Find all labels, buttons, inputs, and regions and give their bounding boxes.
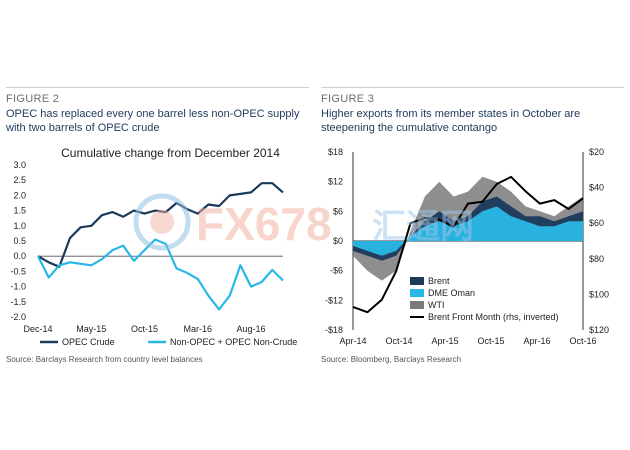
legend-label: OPEC Crude [62, 337, 115, 347]
x-tick-label: Oct-16 [569, 336, 596, 346]
figure-3-title: Higher exports from its member states in… [321, 108, 581, 134]
y-right-tick-label: $20 [589, 147, 604, 157]
x-tick-label: Apr-15 [431, 336, 458, 346]
x-tick-label: Apr-14 [339, 336, 366, 346]
figure-3-panel: FIGURE 3 Higher exports from its member … [315, 0, 630, 450]
y-tick-label: -2.0 [10, 312, 26, 322]
y-right-tick-label: $60 [589, 218, 604, 228]
x-tick-label: Apr-16 [523, 336, 550, 346]
figure-2-source: Source: Barclays Research from country l… [6, 355, 203, 364]
legend-swatch [410, 301, 424, 309]
y-right-tick-label: $120 [589, 325, 609, 335]
y-tick-label: -0.5 [10, 266, 26, 276]
figure-2-label: FIGURE 2 [6, 93, 60, 105]
figure-2-panel: FIGURE 2 OPEC has replaced every one bar… [6, 87, 309, 364]
legend-label: WTI [428, 300, 445, 310]
x-tick-label: Mar-16 [184, 324, 213, 334]
x-tick-label: Aug-16 [237, 324, 266, 334]
series-line-1 [37, 182, 284, 268]
area-series-2 [353, 206, 583, 256]
top-rule [6, 87, 309, 88]
figure-2-title: OPEC has replaced every one barrel less … [6, 108, 300, 134]
y-tick-label: 2.5 [13, 175, 26, 185]
series-line-2 [37, 238, 284, 311]
y-left-tick-label: $18 [328, 147, 343, 157]
y-left-tick-label: $6 [333, 206, 343, 216]
x-tick-label: Oct-15 [477, 336, 504, 346]
y-tick-label: -1.5 [10, 297, 26, 307]
chart-title: Cumulative change from December 2014 [61, 146, 280, 160]
y-left-tick-label: $12 [328, 177, 343, 187]
y-right-tick-label: $80 [589, 254, 604, 264]
y-tick-label: 0.0 [13, 251, 26, 261]
y-tick-label: 0.5 [13, 236, 26, 246]
y-tick-label: 1.5 [13, 206, 26, 216]
x-tick-label: Oct-15 [131, 324, 158, 334]
figure-2-chart: Cumulative change from December 2014 3.0 2… [10, 146, 297, 347]
y-tick-label: 2.0 [13, 190, 26, 200]
y-right-tick-label: $40 [589, 183, 604, 193]
x-tick-label: Oct-14 [385, 336, 412, 346]
figure-3-chart: $18 $12 $6 $0 -$6 -$12 -$18 $20 $40 $60 $80 $100 $12… [325, 147, 609, 346]
y-left-tick-label: -$6 [330, 266, 343, 276]
figure-3-source: Source: Bloomberg, Barclays Research [321, 355, 462, 364]
y-tick-label: 1.0 [13, 221, 26, 231]
legend-label: Brent Front Month (rhs, inverted) [428, 312, 559, 322]
y-tick-label: -1.0 [10, 282, 26, 292]
y-left-tick-label: $0 [333, 236, 343, 246]
legend-label: DME Oman [428, 288, 475, 298]
legend-swatch [410, 289, 424, 297]
top-rule [321, 87, 624, 88]
legend-label: Non-OPEC + OPEC Non-Crude [170, 337, 297, 347]
series-line-front-month [352, 175, 584, 314]
y-right-tick-label: $100 [589, 289, 609, 299]
x-tick-label: Dec-14 [23, 324, 52, 334]
figure-3-label: FIGURE 3 [321, 93, 375, 105]
legend-swatch [410, 277, 424, 285]
y-tick-label: 3.0 [13, 160, 26, 170]
y-left-tick-label: -$12 [325, 295, 343, 305]
x-tick-label: May-15 [76, 324, 106, 334]
y-left-tick-label: -$18 [325, 325, 343, 335]
legend-label: Brent [428, 276, 450, 286]
